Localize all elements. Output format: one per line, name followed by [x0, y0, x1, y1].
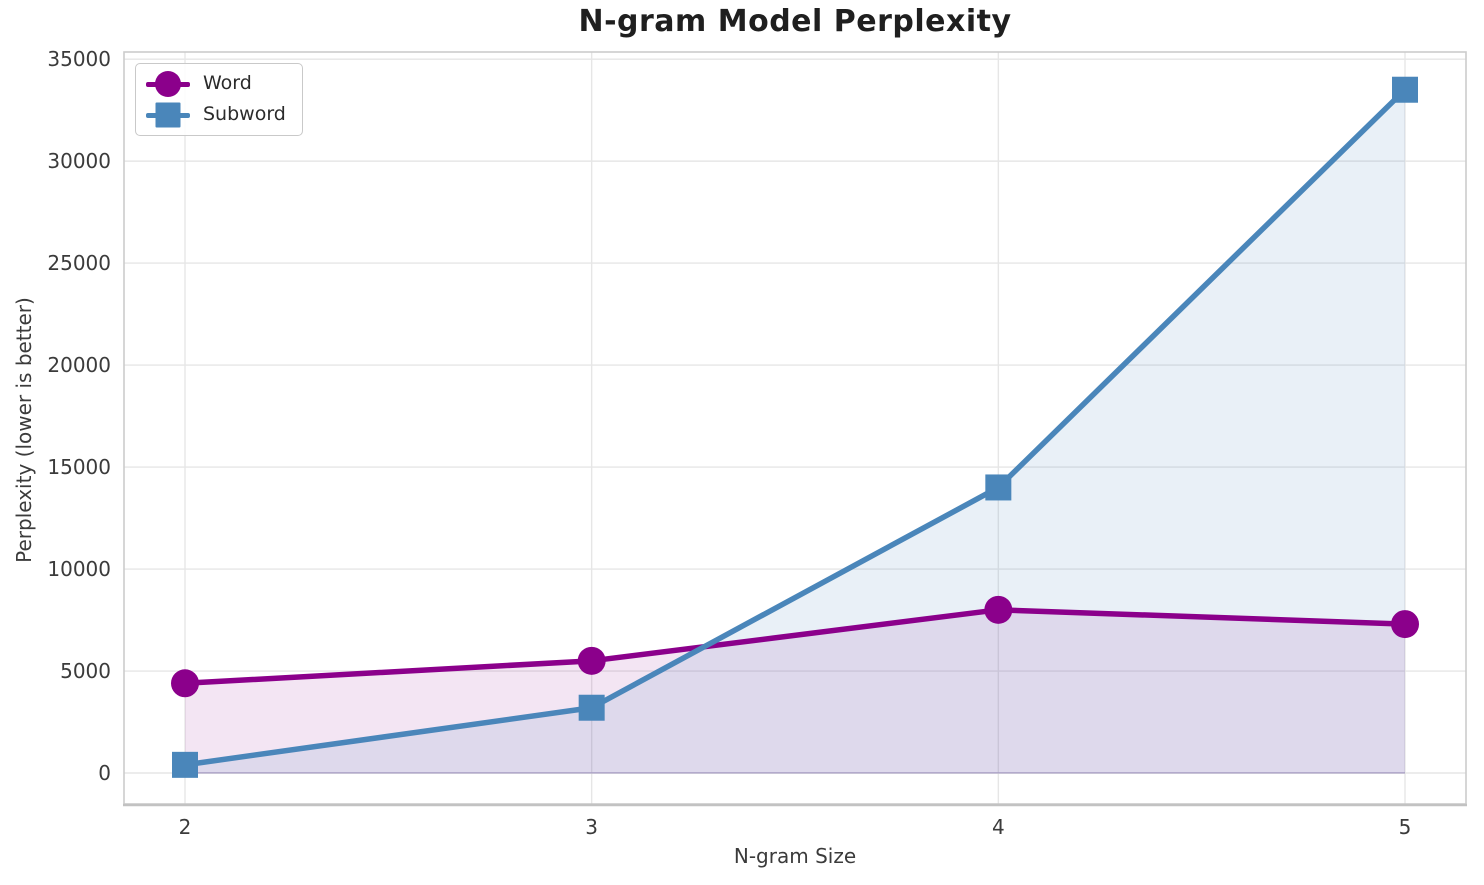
- subword-series-marker-icon: [146, 101, 190, 129]
- legend: Word Subword: [135, 63, 303, 136]
- series-fill-subword: [185, 89, 1405, 773]
- y-tick-label: 5000: [60, 659, 111, 683]
- data-point-subword: [985, 474, 1012, 501]
- data-point-subword: [172, 751, 198, 778]
- data-point-word: [984, 595, 1013, 624]
- data-point-subword: [578, 694, 605, 721]
- data-point-word: [577, 646, 606, 675]
- data-point-subword: [1392, 76, 1418, 103]
- legend-label: Subword: [203, 103, 286, 126]
- y-tick-label: 35000: [47, 47, 111, 71]
- legend-item-subword: Subword: [146, 101, 286, 129]
- data-point-word: [1391, 610, 1419, 639]
- word-series-marker-icon: [146, 70, 190, 98]
- series-line-word: [182, 607, 1408, 687]
- y-tick-label: 0: [98, 761, 111, 785]
- x-tick-label: 4: [992, 815, 1005, 839]
- y-tick-label: 30000: [47, 149, 111, 173]
- series-fill-word: [185, 609, 1405, 773]
- data-point-word: [171, 669, 199, 698]
- y-tick-label: 10000: [47, 557, 111, 581]
- y-tick-label: 15000: [47, 455, 111, 479]
- legend-label: Word: [203, 72, 252, 95]
- series-line-subword: [182, 86, 1408, 768]
- legend-item-word: Word: [146, 70, 286, 98]
- x-tick-label: 3: [585, 815, 598, 839]
- y-tick-label: 20000: [47, 353, 111, 377]
- x-tick-label: 2: [179, 815, 192, 839]
- chart-title: N-gram Model Perplexity: [578, 4, 1012, 39]
- x-axis-label: N-gram Size: [733, 844, 857, 868]
- y-tick-label: 25000: [47, 251, 111, 275]
- x-tick-label: 5: [1399, 815, 1412, 839]
